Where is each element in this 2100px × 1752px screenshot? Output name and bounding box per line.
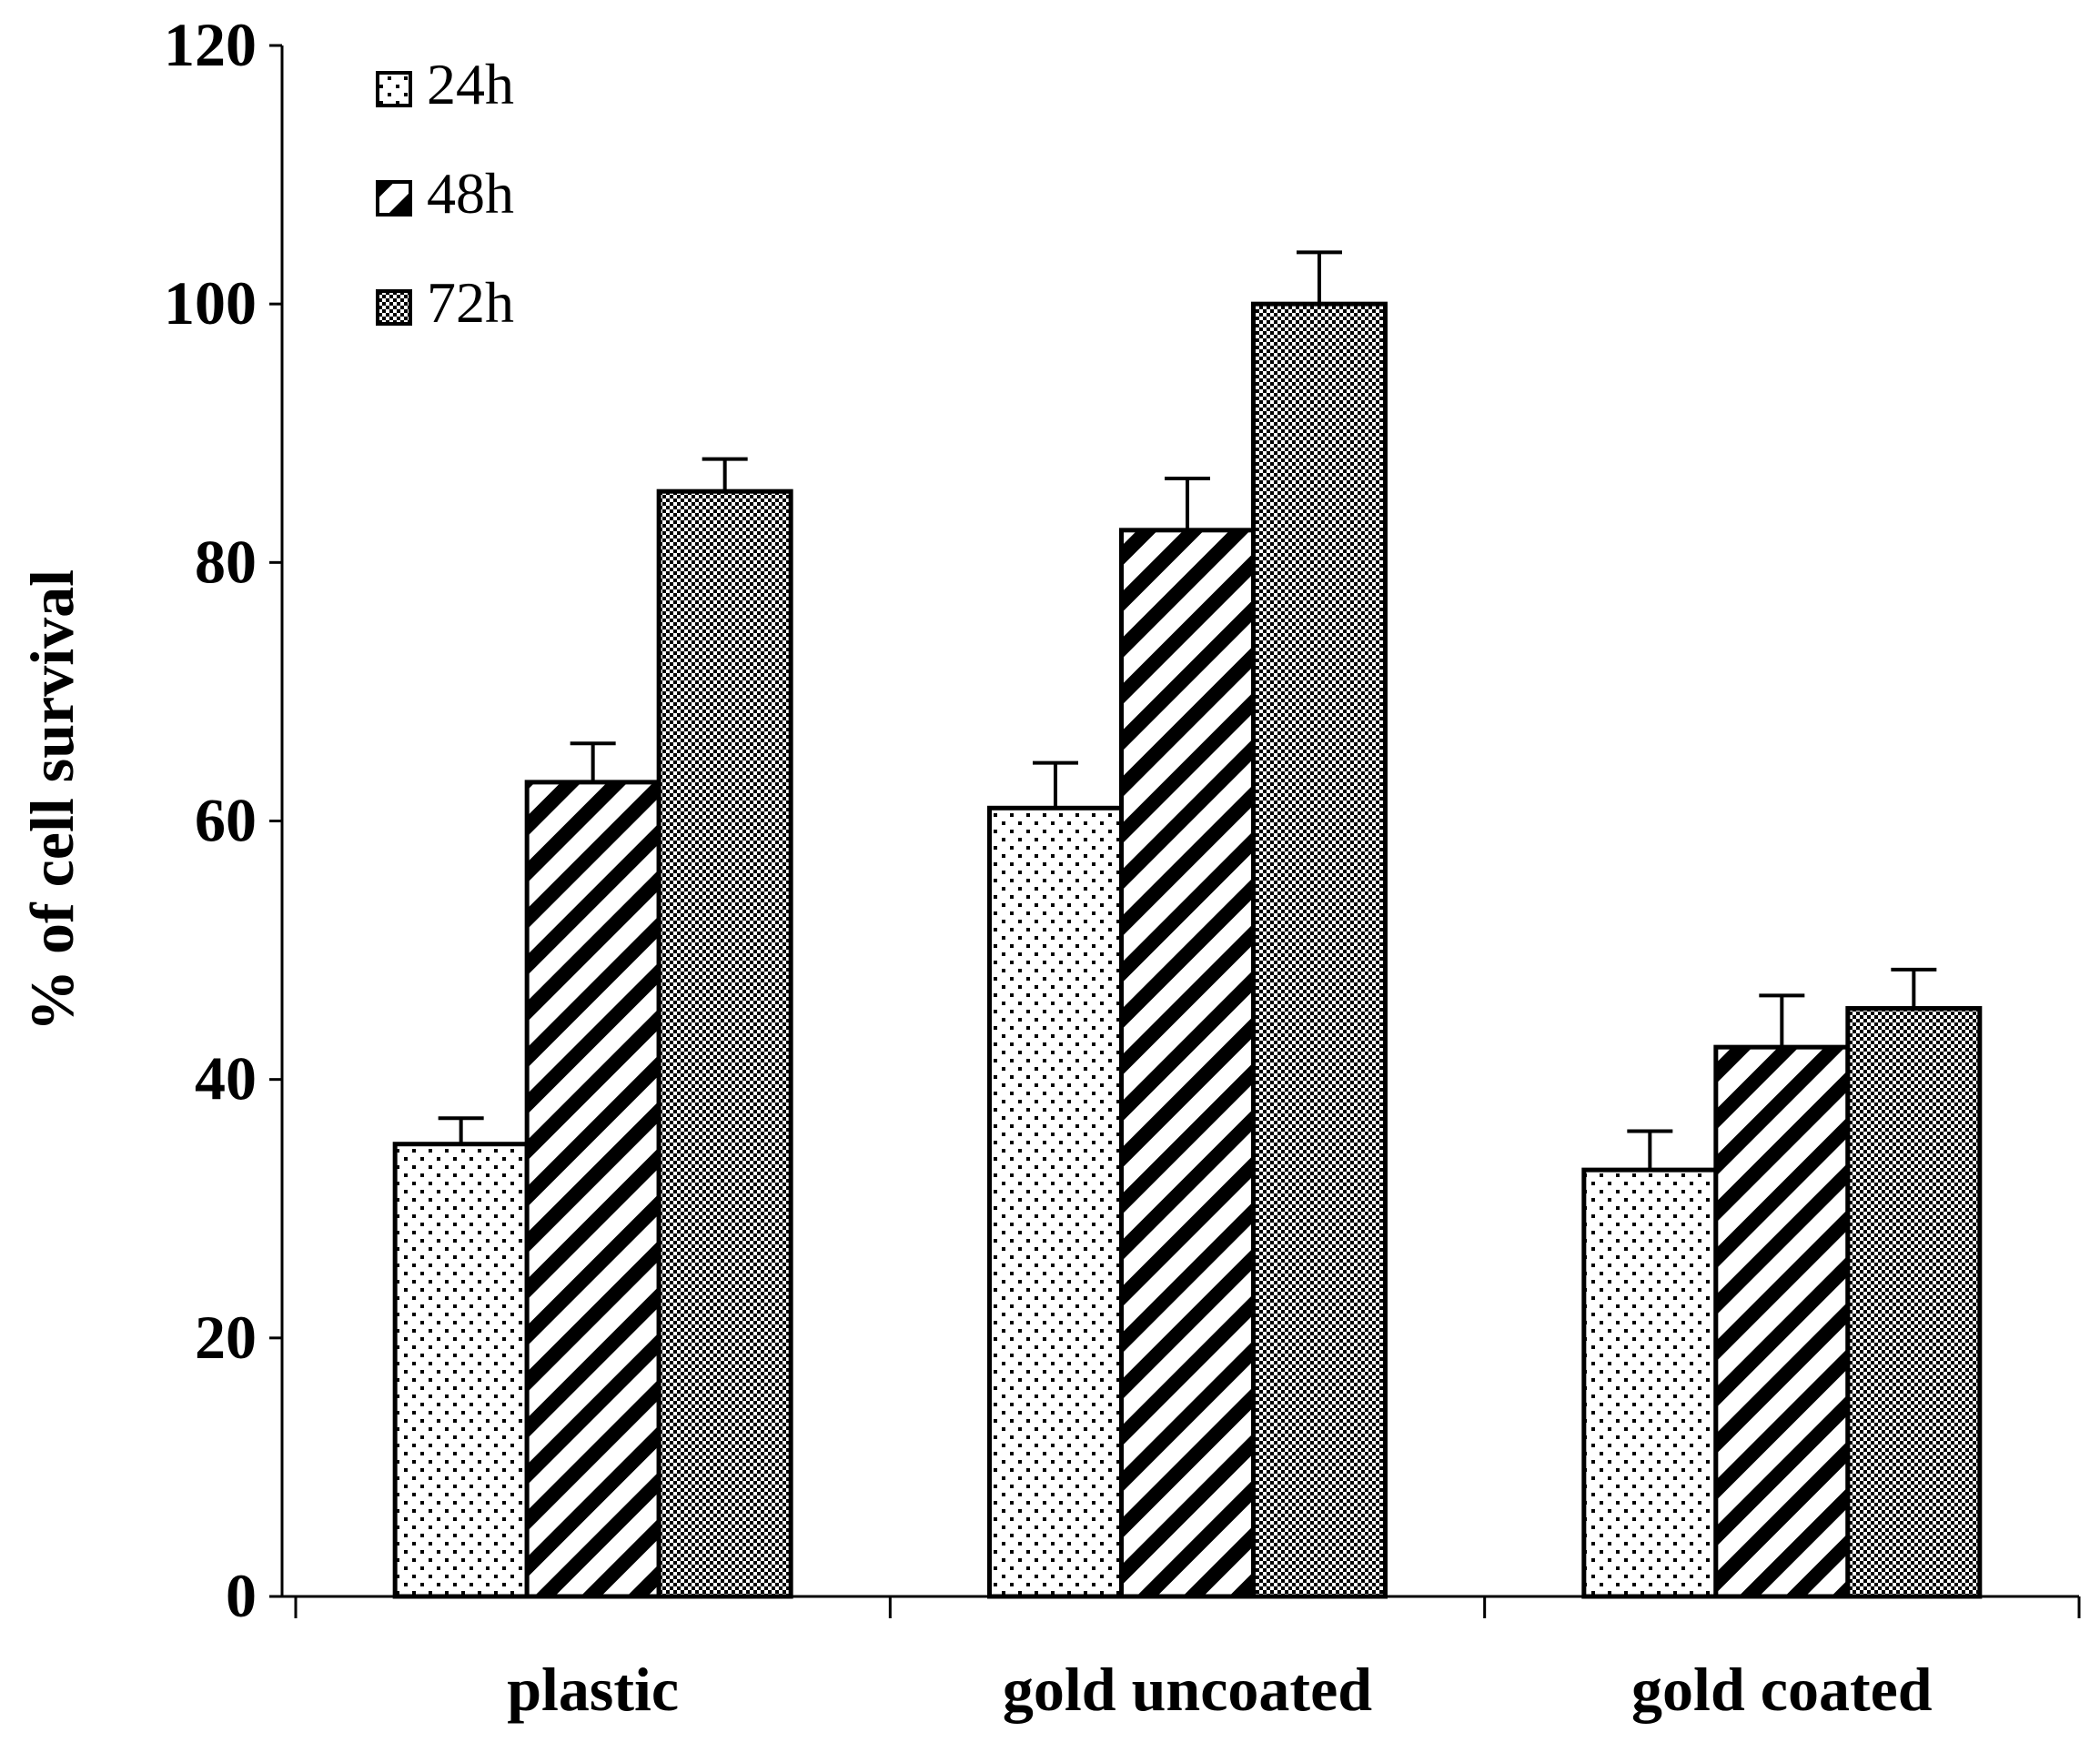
bar-72h-gold-uncoated [1251, 301, 1388, 1599]
x-axis: plastic gold uncoated gold coated [282, 1595, 2081, 1724]
x-category-label: plastic [507, 1655, 679, 1724]
legend: 24h 48h 72h [376, 52, 514, 335]
legend-label-24h: 24h [427, 52, 514, 116]
bar-48h-gold-coated [1713, 1044, 1851, 1599]
y-tick-label: 20 [195, 1303, 257, 1372]
error-bars-group [438, 250, 1937, 1171]
y-tick-label: 0 [226, 1561, 257, 1630]
bar-24h-gold-coated [1581, 1167, 1719, 1599]
y-tick-label: 80 [195, 527, 257, 596]
y-axis: 0 20 40 60 80 100 120 [164, 10, 284, 1630]
y-axis-title: % of cell survival [17, 569, 86, 1032]
bar-24h-gold-uncoated [987, 805, 1124, 1599]
x-category-label: gold coated [1631, 1655, 1933, 1724]
legend-swatch-72h [376, 289, 412, 326]
bar-48h-plastic [524, 780, 661, 1599]
legend-swatch-48h [376, 180, 412, 216]
x-category-label: gold uncoated [1003, 1655, 1372, 1724]
y-tick-label: 60 [195, 786, 257, 855]
bar-24h-plastic [392, 1142, 530, 1599]
bar-72h-plastic [656, 488, 793, 1599]
legend-swatch-24h [376, 71, 412, 107]
y-tick-label: 100 [164, 268, 257, 337]
legend-label-48h: 48h [427, 161, 514, 226]
y-tick-label: 40 [195, 1044, 257, 1113]
legend-label-72h: 72h [427, 270, 514, 335]
bars-group [392, 301, 1983, 1599]
bar-72h-gold-coated [1845, 1006, 1983, 1599]
y-tick-label: 120 [164, 10, 257, 79]
bar-48h-gold-uncoated [1119, 528, 1256, 1599]
